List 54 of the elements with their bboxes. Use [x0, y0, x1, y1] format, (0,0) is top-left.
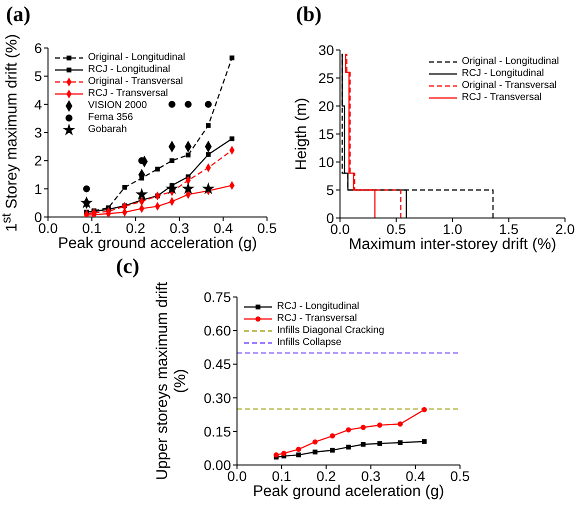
y-tick-label: 0.60: [204, 322, 232, 339]
y-tick-label: 0.45: [204, 356, 232, 372]
x-tick-label: 1.5: [499, 220, 519, 237]
y-tick-label: 6: [34, 40, 42, 56]
x-tick-label: 0.2: [316, 468, 336, 484]
y-tick-label: 4: [34, 96, 42, 112]
y-tick-label: 15: [318, 126, 334, 142]
x-tick-label: 0.4: [213, 220, 234, 236]
y-tick-label: 0.75: [204, 288, 232, 305]
y-tick-label: 30: [318, 42, 334, 58]
legend-label: RCJ - Transversal: [88, 88, 168, 100]
legend-label: RCJ - Longitudinal: [277, 301, 360, 313]
y-tick-label: 1: [34, 180, 42, 197]
y-tick-label: 3: [34, 124, 42, 140]
y-axis-title: Upper storeys maximum drift (%): [154, 281, 190, 481]
x-axis-title: Peak ground acceleration (g): [56, 235, 258, 253]
y-tick-label: 0.30: [204, 390, 232, 406]
x-tick-label: 0.2: [126, 220, 146, 236]
x-tick-label: 0.5: [386, 220, 406, 237]
x-tick-label: 0.1: [272, 468, 292, 484]
y-tick-label: 5: [326, 182, 334, 198]
x-tick-label: 2.0: [555, 220, 575, 237]
legend-label: Original - Transversal: [462, 80, 557, 92]
legend-label: Original - Longitudinal: [462, 56, 559, 68]
legend-label: Infills Diagonal Cracking: [277, 325, 384, 337]
legend-label: RCJ - Transversal: [462, 92, 542, 104]
x-axis-title: Peak ground aceleration (g): [252, 483, 446, 501]
legend-label: RCJ - Longitudinal: [88, 64, 170, 76]
y-tick-label: 20: [318, 98, 334, 114]
x-tick-label: 0.1: [82, 220, 102, 236]
legend-label: RCJ - Longitudinal: [462, 68, 544, 80]
chart-title: (a): [6, 2, 30, 27]
legend-label: Gobarah: [88, 124, 127, 136]
legend-label: RCJ - Transversal: [277, 313, 358, 325]
y-tick-label: 5: [34, 68, 42, 84]
x-tick-label: 0.4: [406, 468, 426, 484]
y-tick-label: 10: [318, 154, 334, 170]
y-tick-label: 0.15: [204, 423, 232, 440]
chart-title: (b): [296, 2, 322, 27]
x-axis-title: Maximum inter-storey drift (%): [348, 236, 558, 254]
y-tick-label: 25: [318, 70, 334, 86]
legend-label: VISION 2000: [88, 100, 147, 112]
y-axis-title: Heigth (m): [293, 98, 310, 170]
legend-label: Fema 356: [88, 112, 134, 124]
x-tick-label: 1.0: [442, 220, 462, 237]
legend-label: Original - Transversal: [88, 76, 184, 88]
chart-title: (c): [116, 254, 140, 279]
y-tick-label: 2: [34, 152, 42, 169]
legend-label: Original - Longitudinal: [88, 52, 186, 64]
x-tick-label: 0.5: [257, 220, 277, 236]
x-tick-label: 0.3: [170, 220, 190, 236]
x-tick-label: 0.5: [450, 468, 470, 484]
x-tick-label: 0.3: [361, 468, 381, 484]
legend-label: Infills Collapse: [277, 337, 342, 349]
